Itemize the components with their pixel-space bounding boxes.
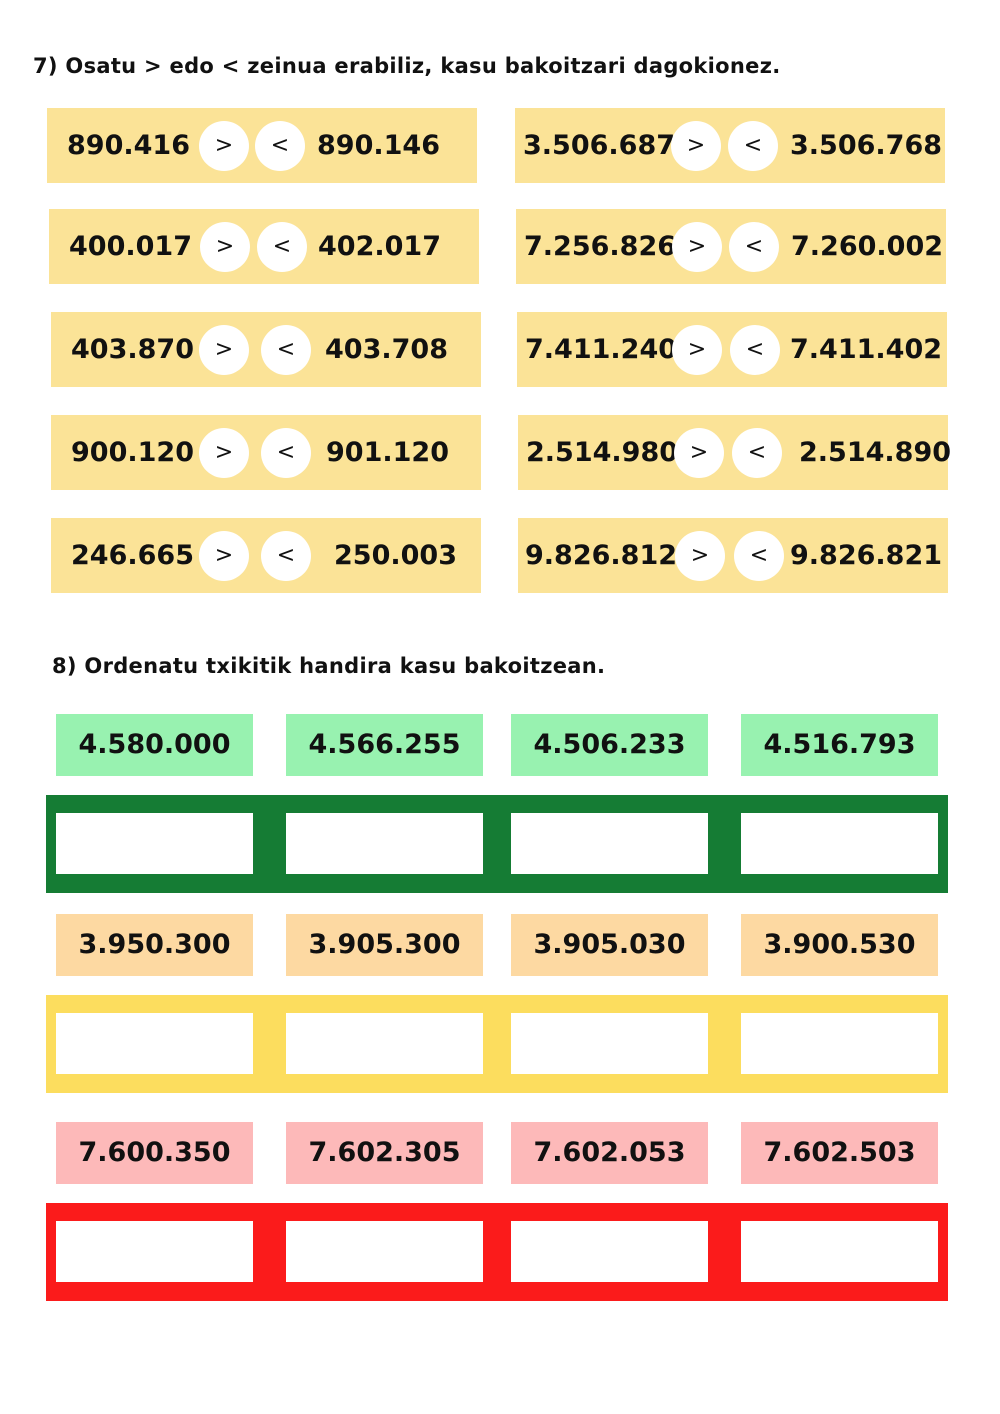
- exercise-8-instruction: 8) Ordenatu txikitik handira kasu bakoit…: [52, 654, 606, 678]
- greater-than-button[interactable]: >: [674, 428, 724, 478]
- drop-slot[interactable]: [511, 813, 708, 874]
- right-number: 250.003: [334, 540, 457, 571]
- number-card[interactable]: 4.566.255: [286, 714, 483, 776]
- less-than-button[interactable]: <: [261, 325, 311, 375]
- exercise-7-instruction: 7) Osatu > edo < zeinua erabiliz, kasu b…: [33, 54, 781, 78]
- greater-than-button[interactable]: >: [199, 428, 249, 478]
- drop-slot[interactable]: [286, 813, 483, 874]
- comparison-row: 2.514.980 > < 2.514.890: [518, 415, 952, 490]
- greater-than-button[interactable]: >: [675, 531, 725, 581]
- right-number: 890.146: [317, 130, 440, 161]
- greater-than-button[interactable]: >: [199, 531, 249, 581]
- less-than-button[interactable]: <: [730, 325, 780, 375]
- greater-than-button[interactable]: >: [672, 325, 722, 375]
- drop-slot[interactable]: [741, 1013, 938, 1074]
- less-than-button[interactable]: <: [261, 531, 311, 581]
- comparison-row: 403.870 > < 403.708: [51, 312, 481, 387]
- right-number: 7.260.002: [791, 231, 944, 262]
- less-than-button[interactable]: <: [261, 428, 311, 478]
- right-number: 3.506.768: [790, 130, 943, 161]
- left-number: 890.416: [67, 130, 190, 161]
- comparison-row: 7.256.826 > < 7.260.002: [516, 209, 946, 284]
- less-than-button[interactable]: <: [732, 428, 782, 478]
- drop-slot[interactable]: [511, 1221, 708, 1282]
- comparison-row: 890.416 > < 890.146: [47, 108, 477, 183]
- comparison-row: 246.665 > < 250.003: [51, 518, 481, 593]
- less-than-button[interactable]: <: [728, 121, 778, 171]
- drop-slot[interactable]: [741, 813, 938, 874]
- comparison-row: 9.826.812 > < 9.826.821: [518, 518, 948, 593]
- less-than-button[interactable]: <: [255, 121, 305, 171]
- greater-than-button[interactable]: >: [199, 325, 249, 375]
- comparison-row: 7.411.240 > < 7.411.402: [517, 312, 947, 387]
- right-number: 7.411.402: [790, 334, 943, 365]
- number-card[interactable]: 4.516.793: [741, 714, 938, 776]
- comparison-row: 900.120 > < 901.120: [51, 415, 481, 490]
- number-card[interactable]: 3.900.530: [741, 914, 938, 976]
- answer-band: [46, 795, 948, 893]
- right-number: 402.017: [318, 231, 441, 262]
- less-than-button[interactable]: <: [734, 531, 784, 581]
- left-number: 246.665: [71, 540, 194, 571]
- number-card[interactable]: 7.602.503: [741, 1122, 938, 1184]
- comparison-row: 3.506.687 > < 3.506.768: [515, 108, 945, 183]
- left-number: 400.017: [69, 231, 192, 262]
- right-number: 2.514.890: [799, 437, 952, 468]
- less-than-button[interactable]: <: [257, 222, 307, 272]
- number-card[interactable]: 7.602.305: [286, 1122, 483, 1184]
- comparison-row: 400.017 > < 402.017: [49, 209, 479, 284]
- number-card[interactable]: 4.506.233: [511, 714, 708, 776]
- number-card[interactable]: 4.580.000: [56, 714, 253, 776]
- greater-than-button[interactable]: >: [199, 121, 249, 171]
- number-card[interactable]: 3.950.300: [56, 914, 253, 976]
- left-number: 2.514.980: [526, 437, 679, 468]
- drop-slot[interactable]: [286, 1013, 483, 1074]
- right-number: 901.120: [326, 437, 449, 468]
- less-than-button[interactable]: <: [729, 222, 779, 272]
- greater-than-button[interactable]: >: [671, 121, 721, 171]
- number-card[interactable]: 3.905.030: [511, 914, 708, 976]
- answer-band: [46, 1203, 948, 1301]
- left-number: 9.826.812: [525, 540, 678, 571]
- left-number: 7.411.240: [525, 334, 678, 365]
- drop-slot[interactable]: [741, 1221, 938, 1282]
- left-number: 7.256.826: [524, 231, 677, 262]
- left-number: 900.120: [71, 437, 194, 468]
- left-number: 3.506.687: [523, 130, 676, 161]
- drop-slot[interactable]: [511, 1013, 708, 1074]
- drop-slot[interactable]: [286, 1221, 483, 1282]
- right-number: 403.708: [325, 334, 448, 365]
- drop-slot[interactable]: [56, 1221, 253, 1282]
- number-card[interactable]: 3.905.300: [286, 914, 483, 976]
- greater-than-button[interactable]: >: [200, 222, 250, 272]
- drop-slot[interactable]: [56, 1013, 253, 1074]
- right-number: 9.826.821: [790, 540, 943, 571]
- left-number: 403.870: [71, 334, 194, 365]
- answer-band: [46, 995, 948, 1093]
- number-card[interactable]: 7.600.350: [56, 1122, 253, 1184]
- greater-than-button[interactable]: >: [672, 222, 722, 272]
- drop-slot[interactable]: [56, 813, 253, 874]
- number-card[interactable]: 7.602.053: [511, 1122, 708, 1184]
